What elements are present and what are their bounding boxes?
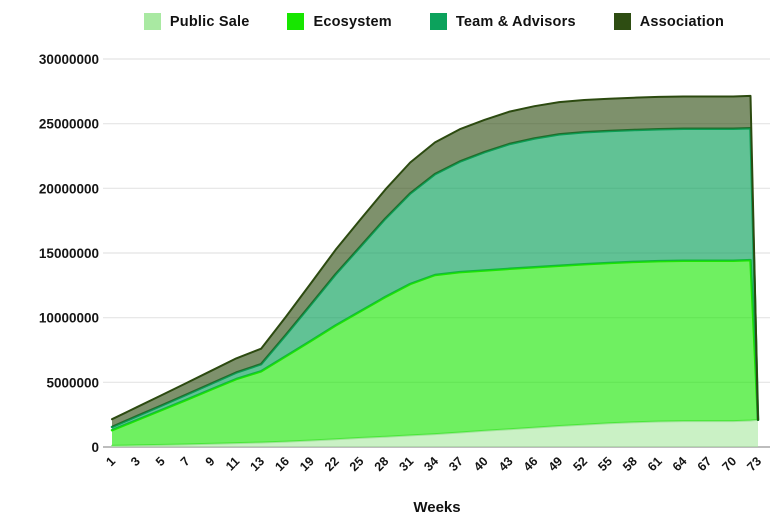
x-tick-label: 22 bbox=[322, 454, 342, 474]
y-tick-label: 20000000 bbox=[39, 181, 99, 196]
area-ecosystem bbox=[112, 260, 758, 446]
legend-label: Ecosystem bbox=[313, 13, 392, 30]
y-tick-label: 25000000 bbox=[39, 117, 99, 132]
x-tick-label: 52 bbox=[570, 454, 590, 474]
legend-item-team-advisors[interactable]: Team & Advisors bbox=[429, 13, 576, 30]
area-line-association bbox=[111, 94, 759, 421]
x-tick-label: 3 bbox=[128, 454, 143, 469]
legend-label: Team & Advisors bbox=[455, 13, 576, 30]
x-tick-label: 70 bbox=[720, 454, 740, 474]
x-tick-label: 67 bbox=[695, 454, 715, 474]
y-tick-label: 30000000 bbox=[39, 52, 99, 67]
area-association bbox=[112, 95, 758, 428]
x-tick-label: 55 bbox=[595, 454, 615, 474]
x-tick-label: 16 bbox=[272, 454, 292, 474]
legend-swatch-public-sale bbox=[143, 13, 161, 30]
x-tick-label: 37 bbox=[446, 454, 466, 474]
chart-legend: Public Sale Ecosystem Team & Advisors Assoc… bbox=[85, 13, 783, 30]
x-tick-label: 40 bbox=[471, 454, 491, 474]
x-tick-label: 73 bbox=[744, 454, 764, 474]
x-tick-label: 64 bbox=[670, 454, 690, 474]
legend-swatch-ecosystem bbox=[287, 13, 305, 30]
x-tick-label: 43 bbox=[496, 454, 516, 474]
legend-label: Association bbox=[639, 13, 725, 30]
area-public-sale bbox=[112, 419, 758, 447]
x-axis-title: Weeks bbox=[413, 499, 461, 516]
x-tick-label: 58 bbox=[620, 454, 640, 474]
x-tick-label: 5 bbox=[153, 454, 168, 469]
y-tick-label: 10000000 bbox=[39, 311, 99, 326]
x-tick-label: 9 bbox=[203, 454, 218, 469]
x-tick-label: 7 bbox=[178, 454, 193, 469]
x-tick-label: 28 bbox=[372, 454, 392, 474]
x-tick-label: 31 bbox=[397, 454, 417, 474]
x-tick-label: 34 bbox=[421, 454, 441, 474]
x-tick-label: 49 bbox=[546, 454, 566, 474]
y-tick-label: 15000000 bbox=[39, 246, 99, 261]
x-tick-label: 13 bbox=[247, 454, 267, 474]
legend-swatch-team-advisors bbox=[429, 13, 447, 30]
x-tick-label: 11 bbox=[223, 454, 242, 473]
x-tick-label: 46 bbox=[521, 454, 541, 474]
legend-item-ecosystem[interactable]: Ecosystem bbox=[287, 13, 392, 30]
x-tick-label: 61 bbox=[645, 454, 665, 474]
legend-swatch-association bbox=[613, 13, 631, 30]
legend-item-association[interactable]: Association bbox=[613, 13, 725, 30]
legend-label: Public Sale bbox=[169, 13, 250, 30]
area-team-advisors bbox=[112, 128, 758, 431]
x-tick-label: 1 bbox=[103, 454, 118, 469]
y-tick-label: 5000000 bbox=[46, 375, 99, 390]
legend-item-public-sale[interactable]: Public Sale bbox=[143, 13, 250, 30]
y-tick-label: 0 bbox=[91, 440, 99, 455]
x-tick-label: 19 bbox=[297, 454, 317, 474]
x-tick-label: 25 bbox=[347, 454, 367, 474]
